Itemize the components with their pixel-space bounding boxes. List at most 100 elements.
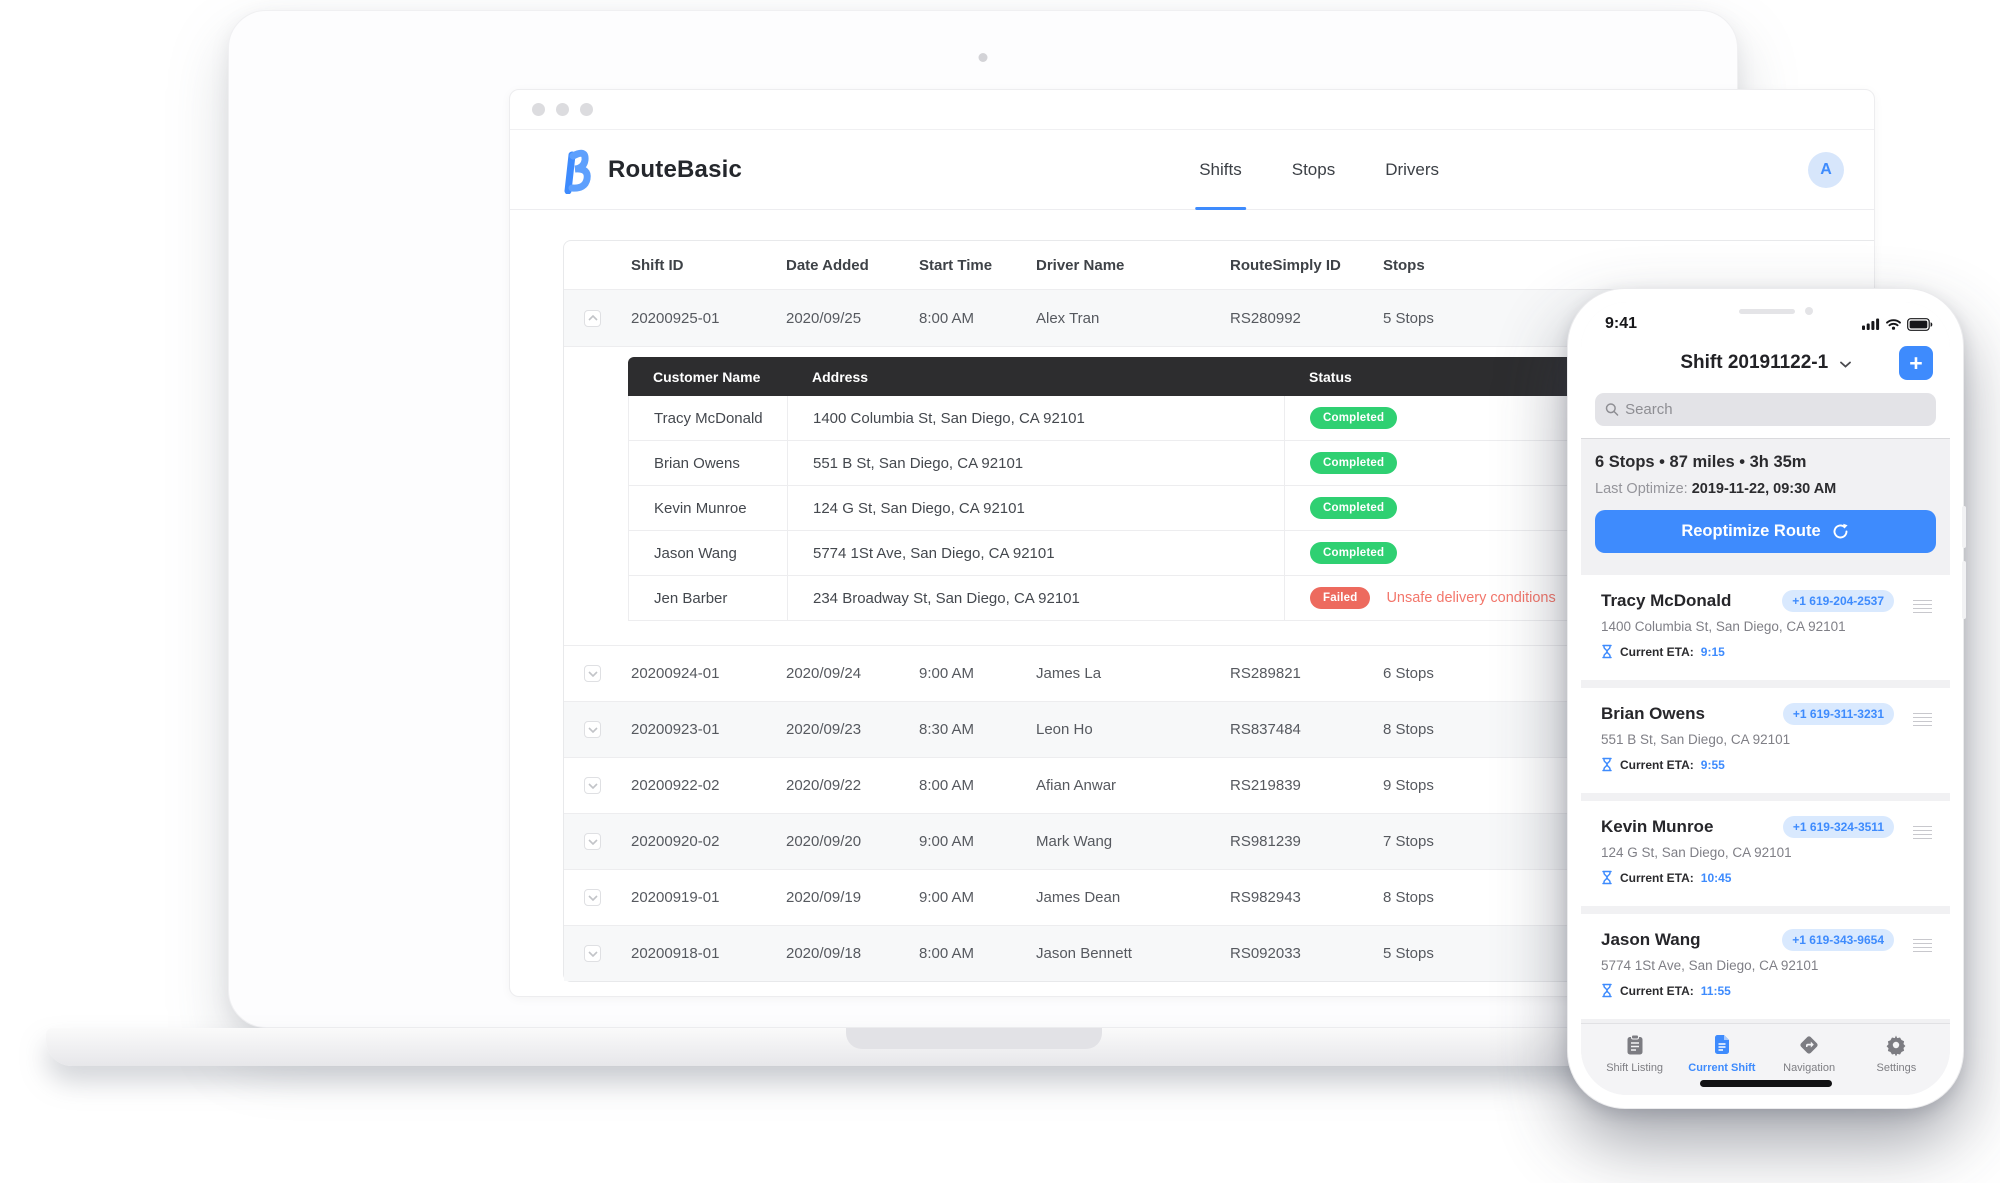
search-icon <box>1605 403 1619 416</box>
expand-row-checkbox[interactable] <box>584 721 601 738</box>
cell-date-added: 2020/09/22 <box>786 777 862 794</box>
laptop-screen: RouteBasic Shifts Stops Drivers A Shift … <box>228 10 1875 1028</box>
collapse-row-checkbox[interactable] <box>584 309 601 327</box>
document-icon <box>1714 1035 1729 1054</box>
main-nav: Shifts Stops Drivers <box>1195 130 1440 210</box>
expand-row-checkbox[interactable] <box>584 777 601 794</box>
cell-stops: 8 Stops <box>1383 889 1434 906</box>
navigation-icon <box>1800 1036 1818 1054</box>
eta-value: 9:55 <box>1700 757 1725 772</box>
drag-handle[interactable] <box>1913 936 1932 952</box>
failure-reason: Unsafe delivery conditions <box>1386 590 1556 606</box>
expand-row-checkbox[interactable] <box>584 889 601 906</box>
tab-stops[interactable]: Stops <box>1291 159 1336 179</box>
cell-shift-id: 20200924-01 <box>631 665 720 682</box>
user-avatar[interactable]: A <box>1808 151 1844 188</box>
drag-handle[interactable] <box>1913 823 1932 839</box>
hourglass-icon <box>1602 983 1612 998</box>
status-badge: Completed <box>1310 542 1398 564</box>
cell-start-time: 8:00 AM <box>919 945 975 962</box>
expand-row-checkbox[interactable] <box>584 833 601 850</box>
drag-handle[interactable] <box>1913 710 1932 726</box>
tab-current-shift[interactable]: Current Shift <box>1678 1034 1765 1095</box>
window-minimize-button[interactable] <box>556 103 569 116</box>
cell-shift-id: 20200920-02 <box>631 833 720 850</box>
cell-routesimply-id: RS289821 <box>1230 665 1301 682</box>
phone-mockup: 9:41 Shift 20191122-1 + 6 Stops • 87 mil… <box>1567 288 1966 1109</box>
table-row[interactable]: 20200924-01 2020/09/24 9:00 AM James La … <box>564 645 1874 701</box>
cell-shift-id: 20200923-01 <box>631 721 720 738</box>
add-shift-button[interactable]: + <box>1899 346 1933 380</box>
brand-name: RouteBasic <box>608 155 743 183</box>
cell-driver-name: James La <box>1036 665 1102 682</box>
hourglass-icon <box>1602 644 1612 659</box>
status-cell: Completed <box>1285 486 1625 530</box>
stop-phone-number[interactable]: +1 619-324-3511 <box>1782 816 1894 838</box>
stop-customer-name: Brian Owens <box>1601 704 1705 723</box>
stop-card[interactable]: Brian Owens +1 619-311-3231 551 B St, Sa… <box>1581 688 1950 793</box>
cell-start-time: 9:00 AM <box>919 889 975 906</box>
chevron-down-icon <box>1839 361 1851 368</box>
cell-driver-name: Afian Anwar <box>1036 777 1117 794</box>
customer-name: Jen Barber <box>629 576 788 620</box>
col-shift-id: Shift ID <box>631 256 684 274</box>
gear-icon <box>1886 1035 1906 1056</box>
cell-stops: 8 Stops <box>1383 721 1434 738</box>
clipboard-icon <box>1627 1034 1643 1055</box>
cell-routesimply-id: RS837484 <box>1230 721 1301 738</box>
subcol-status: Status <box>1309 368 1352 385</box>
cell-stops: 7 Stops <box>1383 833 1434 850</box>
col-routesimply-id: RouteSimply ID <box>1230 256 1341 274</box>
tab-drivers[interactable]: Drivers <box>1385 159 1440 179</box>
phone-speaker <box>1739 309 1795 314</box>
stop-phone-number[interactable]: +1 619-343-9654 <box>1782 929 1894 951</box>
window-close-button[interactable] <box>532 103 545 116</box>
status-badge: Completed <box>1310 497 1398 519</box>
expand-row-checkbox[interactable] <box>584 945 601 962</box>
cell-shift-id: 20200918-01 <box>631 945 720 962</box>
stop-customer-name: Tracy McDonald <box>1601 591 1732 610</box>
last-optimize-value: 2019-11-22, 09:30 AM <box>1691 481 1837 497</box>
cell-date-added: 2020/09/18 <box>786 945 862 962</box>
stop-card[interactable]: Jason Wang +1 619-343-9654 5774 1St Ave,… <box>1581 914 1950 1019</box>
search-input[interactable] <box>1625 401 1926 418</box>
tab-settings[interactable]: Settings <box>1853 1034 1940 1095</box>
cell-stops: 9 Stops <box>1383 777 1434 794</box>
status-time: 9:41 <box>1605 315 1638 332</box>
cell-start-time: 9:00 AM <box>919 665 975 682</box>
table-row[interactable]: 20200919-01 2020/09/19 9:00 AM James Dea… <box>564 869 1874 925</box>
hourglass-icon <box>1602 870 1612 885</box>
stop-phone-number[interactable]: +1 619-204-2537 <box>1782 590 1894 612</box>
phone-app-header: 9:41 Shift 20191122-1 + <box>1581 302 1950 438</box>
customer-address: 551 B St, San Diego, CA 92101 <box>788 441 1285 485</box>
stop-phone-number[interactable]: +1 619-311-3231 <box>1782 703 1894 725</box>
tab-label: Settings <box>1876 1062 1917 1074</box>
tab-navigation[interactable]: Navigation <box>1766 1034 1853 1095</box>
tab-shifts[interactable]: Shifts <box>1195 130 1246 210</box>
cell-driver-name: Leon Ho <box>1036 721 1093 738</box>
stop-card[interactable]: Kevin Munroe +1 619-324-3511 124 G St, S… <box>1581 801 1950 906</box>
chevron-down-icon <box>587 894 598 901</box>
window-zoom-button[interactable] <box>580 103 593 116</box>
expand-row-checkbox[interactable] <box>584 665 601 682</box>
home-indicator[interactable] <box>1699 1080 1832 1087</box>
cell-date-added: 2020/09/19 <box>786 889 862 906</box>
stop-address: 1400 Columbia St, San Diego, CA 92101 <box>1601 619 1846 634</box>
stop-eta: Current ETA: 11:55 <box>1601 983 1930 998</box>
customer-address: 1400 Columbia St, San Diego, CA 92101 <box>788 396 1285 440</box>
stop-card[interactable]: Tracy McDonald +1 619-204-2537 1400 Colu… <box>1581 575 1950 680</box>
cell-routesimply-id: RS092033 <box>1230 945 1301 962</box>
shift-selector[interactable]: Shift 20191122-1 <box>1581 352 1950 374</box>
customer-address: 5774 1St Ave, San Diego, CA 92101 <box>788 531 1285 575</box>
table-row[interactable]: 20200922-02 2020/09/22 8:00 AM Afian Anw… <box>564 757 1874 813</box>
reoptimize-route-button[interactable]: Reoptimize Route <box>1595 510 1936 553</box>
tab-shift-listing[interactable]: Shift Listing <box>1591 1034 1678 1095</box>
chevron-down-icon <box>587 782 598 789</box>
search-field[interactable] <box>1595 393 1936 426</box>
drag-handle[interactable] <box>1913 597 1932 613</box>
shift-stats: 6 Stops • 87 miles • 3h 35m <box>1595 453 1807 471</box>
eta-label: Current ETA: <box>1620 644 1694 659</box>
eta-label: Current ETA: <box>1620 983 1694 998</box>
subcol-address: Address <box>812 368 869 385</box>
phone-power-button <box>1962 561 1966 619</box>
